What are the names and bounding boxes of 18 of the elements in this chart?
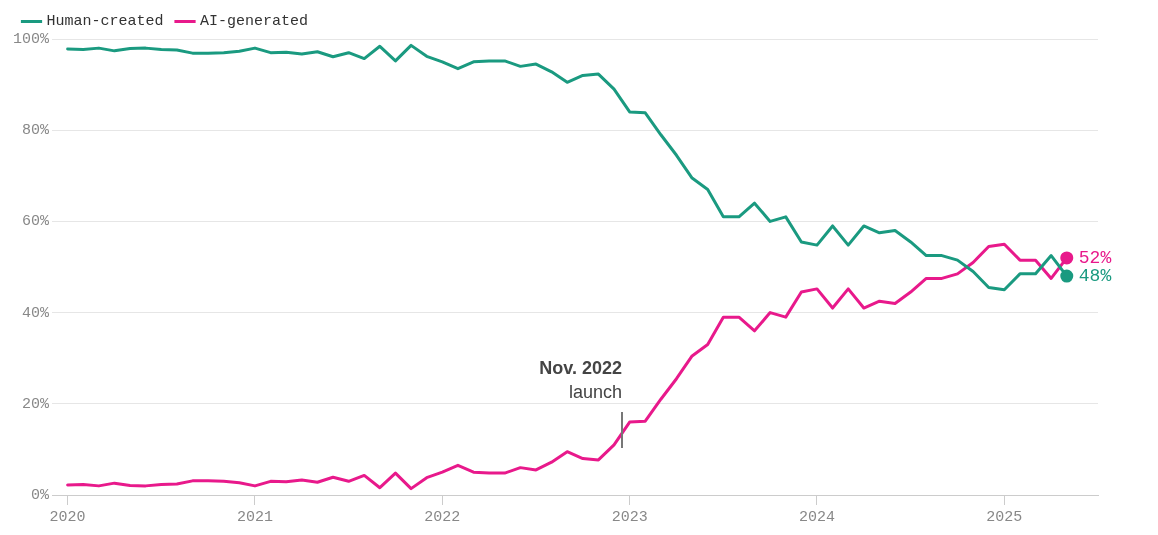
x-tick-label: 2024 — [798, 508, 835, 526]
x-tick-label: 2021 — [236, 508, 273, 526]
y-tick-label: 80% — [21, 122, 50, 140]
y-tick-label: 100% — [12, 30, 50, 48]
x-tick-label: 2020 — [49, 508, 86, 526]
y-tick-label: 60% — [21, 213, 50, 231]
data-label: 48% — [1078, 265, 1112, 286]
y-tick-label: 40% — [21, 304, 50, 322]
x-tick-label: 2023 — [611, 508, 648, 526]
x-tick-label: 2022 — [424, 508, 461, 526]
annotation: Nov. 2022 — [539, 357, 622, 380]
y-tick-label: 0% — [30, 486, 50, 504]
data-label: 52% — [1078, 247, 1112, 268]
legend-label: Human-created — [46, 13, 164, 31]
annotation: launch — [567, 381, 622, 404]
x-tick-label: 2025 — [986, 508, 1023, 526]
legend-label: AI-generated — [200, 13, 309, 31]
y-tick-label: 20% — [21, 395, 50, 413]
